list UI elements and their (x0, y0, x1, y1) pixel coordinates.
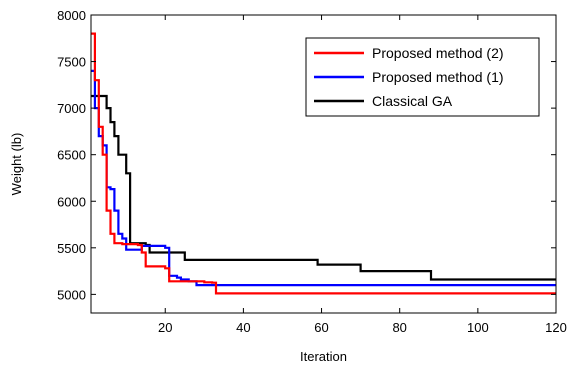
y-axis-label: Weight (lb) (9, 133, 24, 196)
series-line-proposed-method-2 (91, 32, 556, 295)
x-tick-label: 20 (158, 320, 172, 335)
y-tick-label: 7500 (57, 55, 86, 70)
legend-label-proposed-method-2: Proposed method (2) (372, 45, 504, 61)
series-layer (91, 32, 556, 295)
plot-frame (90, 14, 557, 314)
series-line-classical-ga (91, 94, 556, 281)
y-tick-label: 5000 (57, 287, 86, 302)
y-tick-label: 5500 (57, 241, 86, 256)
y-tick-label: 6500 (57, 148, 86, 163)
x-tick-label: 120 (545, 320, 567, 335)
legend-label-proposed-method-1: Proposed method (1) (372, 69, 504, 85)
x-axis-label: Iteration (300, 349, 347, 364)
y-tick-label: 7000 (57, 101, 86, 116)
ticks-layer: 20 40 60 80 100 120 5000 5500 6000 6500 7000 7500 80… (57, 8, 567, 335)
x-tick-label: 80 (392, 320, 406, 335)
y-tick-label: 8000 (57, 8, 86, 23)
x-tick-label: 100 (467, 320, 489, 335)
legend-label-classical-ga: Classical GA (372, 93, 453, 109)
legend: Proposed method (2) Proposed method (1) Cl… (305, 37, 540, 117)
x-tick-label: 40 (236, 320, 250, 335)
y-tick-label: 6000 (57, 194, 86, 209)
x-tick-label: 60 (314, 320, 328, 335)
